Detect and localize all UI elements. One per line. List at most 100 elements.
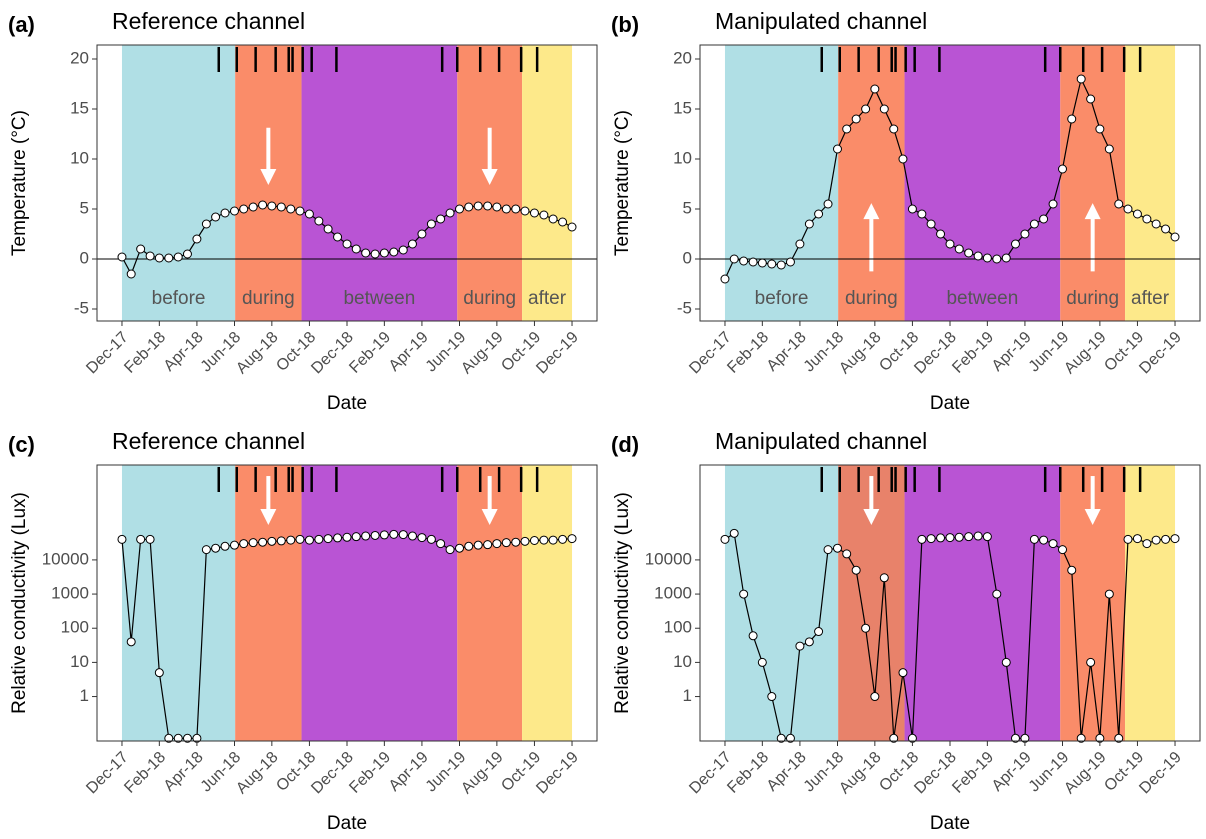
x-tick-label: Dec-18: [911, 329, 960, 378]
phase-band: [1060, 45, 1126, 321]
data-point: [739, 589, 749, 599]
data-point: [851, 114, 861, 124]
data-point: [917, 534, 927, 544]
data-point: [842, 549, 852, 559]
panel: before during between during after -5 0 5 10 15 20…: [611, 8, 1201, 414]
y-tick-label: 10: [673, 148, 692, 167]
data-point: [804, 637, 814, 647]
data-point: [1010, 239, 1020, 249]
data-point: [117, 252, 127, 262]
x-tick-label: Aug-19: [1061, 329, 1110, 378]
data-point: [323, 534, 333, 544]
arrow-head: [481, 169, 498, 185]
x-tick-label: Aug-19: [458, 329, 507, 378]
phase-label: after: [528, 288, 567, 309]
data-point: [558, 217, 568, 227]
data-point: [333, 232, 343, 242]
data-point: [832, 543, 842, 553]
data-point: [1086, 657, 1096, 667]
x-tick-label: Dec-17: [686, 329, 735, 378]
x-tick-label: Feb-19: [346, 749, 394, 797]
panel-label: (c): [8, 432, 35, 457]
data-point: [785, 257, 795, 267]
x-tick-label: Aug-19: [1061, 749, 1110, 798]
data-point: [861, 104, 871, 114]
data-point: [1039, 535, 1049, 545]
data-point: [954, 244, 964, 254]
data-point: [1058, 164, 1068, 174]
data-point: [720, 534, 730, 544]
data-point: [239, 539, 249, 549]
data-point: [361, 531, 371, 541]
x-tick-label: Dec-18: [911, 749, 960, 798]
x-tick-label: Feb-19: [346, 329, 394, 377]
data-point: [529, 208, 539, 218]
y-tick-label: 1: [80, 686, 89, 705]
data-point: [1001, 253, 1011, 263]
data-point: [954, 532, 964, 542]
x-tick-label: Dec-19: [1136, 749, 1185, 798]
chart-title: Reference channel: [112, 428, 305, 454]
y-tick-label: 1000: [51, 584, 89, 603]
data-point: [398, 245, 408, 255]
data-point: [945, 533, 955, 543]
data-point: [879, 573, 889, 583]
panel: 110100100010000Dec-17Feb-18Apr-18Jun-18A…: [611, 428, 1201, 834]
data-point: [548, 535, 558, 545]
data-point: [1170, 232, 1180, 242]
data-point: [154, 253, 164, 263]
data-point: [304, 209, 314, 219]
y-tick-label: 1000: [654, 584, 692, 603]
x-tick-label: Dec-19: [533, 749, 582, 798]
data-point: [917, 209, 927, 219]
x-tick-label: Apr-18: [161, 749, 207, 795]
data-point: [879, 104, 889, 114]
data-point: [201, 545, 211, 555]
data-point: [333, 533, 343, 543]
data-point: [445, 545, 455, 555]
x-tick-label: Feb-18: [724, 329, 772, 377]
data-point: [164, 733, 174, 743]
data-point: [426, 219, 436, 229]
data-point: [220, 208, 230, 218]
x-tick-label: Dec-17: [83, 749, 132, 798]
data-point: [229, 540, 239, 550]
data-point: [267, 201, 277, 211]
data-point: [145, 251, 155, 261]
x-tick-label: Dec-19: [1136, 329, 1185, 378]
chart-title: Manipulated channel: [715, 8, 927, 34]
phase-band: [522, 45, 573, 321]
y-axis-label: Temperature (°C): [9, 110, 30, 256]
phase-band: [301, 45, 458, 321]
x-tick-label: Aug-18: [836, 749, 885, 798]
data-point: [136, 244, 146, 254]
y-tick-label: 20: [70, 48, 89, 67]
data-point: [1020, 229, 1030, 239]
data-point: [748, 631, 758, 641]
data-point: [898, 154, 908, 164]
phase-label: after: [1131, 288, 1170, 309]
y-tick-label: 100: [664, 618, 692, 637]
data-point: [1076, 74, 1086, 84]
data-point: [379, 530, 389, 540]
data-point: [832, 144, 842, 154]
y-tick-label: 0: [80, 248, 89, 267]
data-point: [757, 258, 767, 268]
phase-label: before: [152, 288, 206, 309]
data-point: [492, 202, 502, 212]
arrow-head: [260, 169, 277, 185]
data-point: [1076, 733, 1086, 743]
x-axis-label: Date: [930, 813, 970, 834]
arrow-head: [863, 508, 880, 525]
data-point: [455, 543, 465, 553]
data-point: [276, 536, 286, 546]
data-point: [314, 534, 324, 544]
x-axis-label: Date: [327, 393, 367, 414]
data-point: [936, 533, 946, 543]
data-point: [1001, 657, 1011, 667]
y-axis-label: Relative conductivity (Lux): [612, 492, 633, 714]
arrow-head: [1084, 508, 1101, 525]
phase-band: [724, 465, 839, 741]
x-tick-label: Apr-18: [764, 749, 810, 795]
